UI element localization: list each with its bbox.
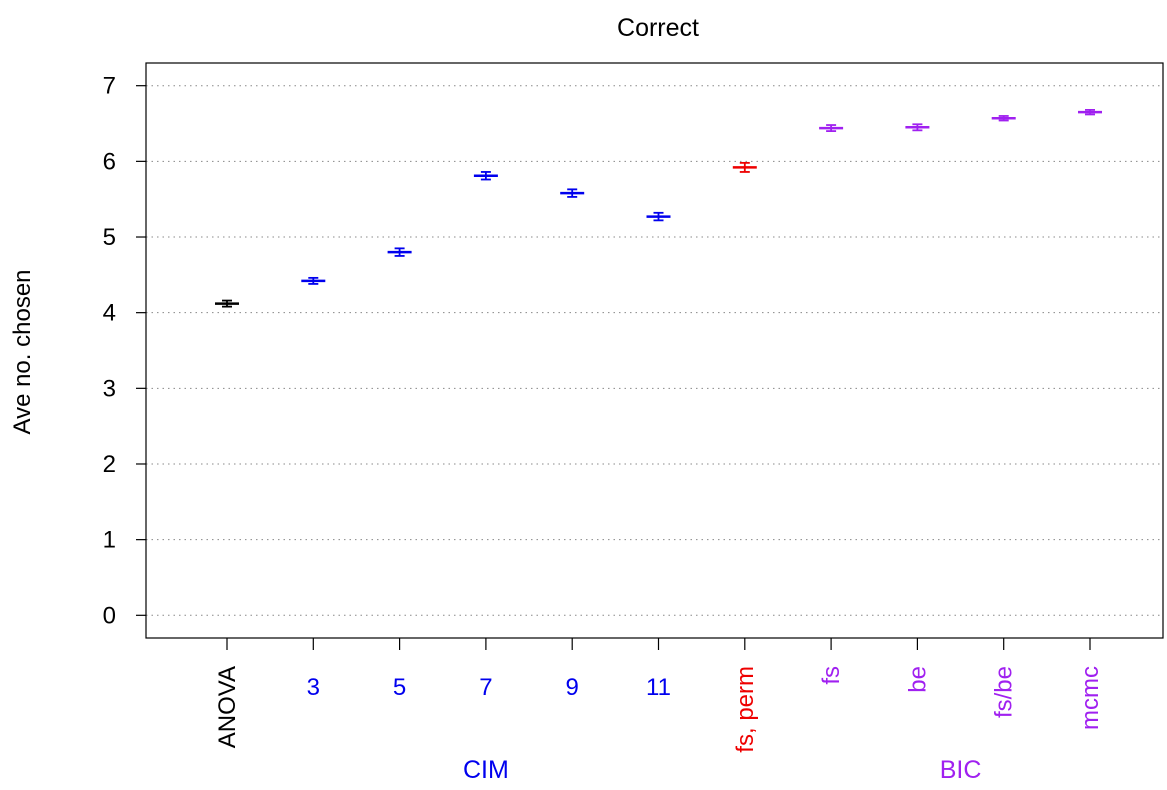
y-tick-label-3: 3 <box>103 375 116 402</box>
y-tick-label-1: 1 <box>103 527 116 554</box>
group-labels: CIM BIC <box>463 756 981 784</box>
errorbar-point-7 <box>819 124 844 132</box>
gridlines <box>146 85 1163 616</box>
x-tick-label-0: ANOVA <box>214 666 241 748</box>
x-axis: ANOVA 3 5 7 9 11 fs, perm fs be fs/be mcmc <box>214 638 1104 753</box>
errorbar-point-0 <box>215 299 239 308</box>
errorbar-point-5 <box>646 211 671 222</box>
errorbar-point-8 <box>905 123 930 132</box>
y-axis: 0 1 2 3 4 5 6 7 <box>103 73 146 629</box>
y-tick-label-5: 5 <box>103 224 116 251</box>
x-tick-label-5: 11 <box>646 674 671 701</box>
errorbar-point-10 <box>1078 109 1102 116</box>
y-tick-label-0: 0 <box>103 602 116 629</box>
x-tick-label-1: 3 <box>307 674 320 701</box>
x-tick-label-3: 7 <box>479 674 492 701</box>
errorbar-point-2 <box>387 247 412 257</box>
group-label-cim: CIM <box>463 756 509 784</box>
y-tick-label-4: 4 <box>103 300 116 327</box>
errorbar-point-4 <box>560 188 585 198</box>
group-label-bic: BIC <box>940 756 982 784</box>
y-tick-label-7: 7 <box>103 73 116 100</box>
errorbar-point-6 <box>732 161 757 173</box>
y-tick-label-6: 6 <box>103 148 116 175</box>
chart-title: Correct <box>617 14 699 42</box>
y-tick-label-2: 2 <box>103 451 116 478</box>
plot-frame <box>145 62 1164 639</box>
data-marks <box>215 109 1102 308</box>
y-axis-label: Ave no. chosen <box>9 269 36 434</box>
x-tick-label-10: mcmc <box>1077 666 1104 730</box>
x-tick-label-4: 9 <box>566 674 579 701</box>
errorbar-point-1 <box>301 276 326 285</box>
x-tick-label-8: be <box>904 666 931 693</box>
x-tick-label-6: fs, perm <box>732 666 759 753</box>
x-tick-label-7: fs <box>818 666 845 685</box>
errorbar-point-3 <box>473 171 498 181</box>
errorbar-point-9 <box>991 115 1016 122</box>
x-tick-label-2: 5 <box>393 674 406 701</box>
x-tick-label-9: fs/be <box>991 666 1018 718</box>
